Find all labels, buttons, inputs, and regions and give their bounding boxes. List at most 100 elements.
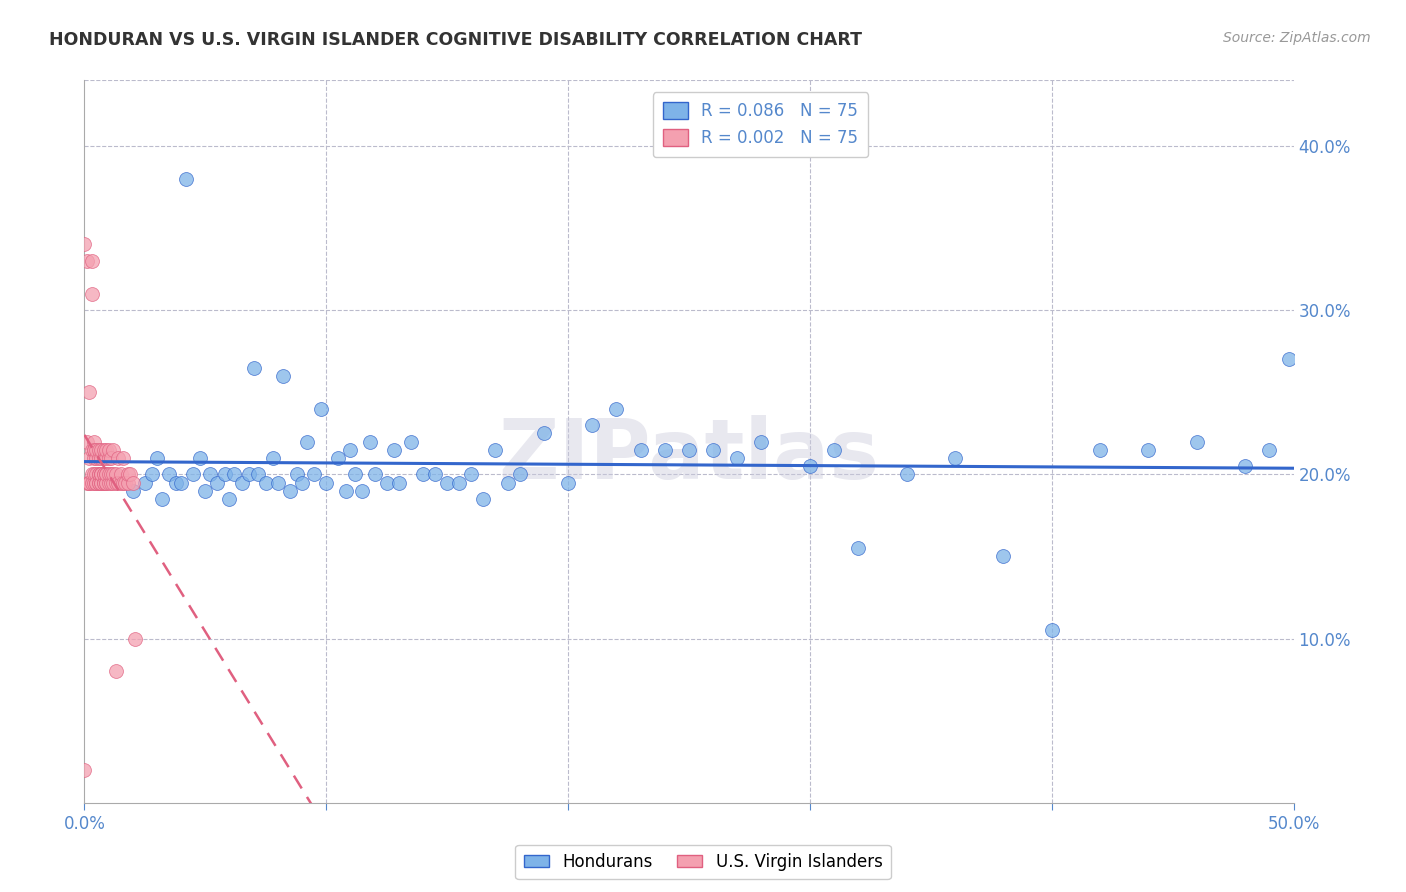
Point [104, 665, 127, 679]
Point [93, 450, 115, 465]
Point [262, 450, 284, 465]
Point [90, 475, 112, 490]
Point [110, 467, 132, 482]
Point [94, 467, 117, 482]
Point [73, 763, 96, 777]
Point [93, 475, 115, 490]
Point [238, 467, 260, 482]
Point [1258, 442, 1281, 457]
Point [194, 483, 217, 498]
Point [103, 467, 125, 482]
Point [117, 467, 139, 482]
Point [295, 434, 318, 449]
Point [218, 491, 240, 506]
Point [100, 475, 122, 490]
Point [141, 467, 163, 482]
Point [1185, 434, 1208, 449]
Point [170, 475, 193, 490]
Point [388, 475, 411, 490]
Point [80, 475, 103, 490]
Point [751, 434, 773, 449]
Point [110, 475, 132, 490]
Point [86, 467, 108, 482]
Point [94, 450, 117, 465]
Point [460, 467, 482, 482]
Point [509, 467, 531, 482]
Point [94, 467, 117, 482]
Point [87, 442, 110, 457]
Point [1040, 624, 1063, 638]
Point [90, 475, 112, 490]
Point [77, 475, 100, 490]
Point [1278, 352, 1301, 367]
Point [846, 541, 869, 556]
Point [174, 171, 197, 186]
Legend: Hondurans, U.S. Virgin Islanders: Hondurans, U.S. Virgin Islanders [515, 845, 891, 880]
Point [83, 434, 105, 449]
Point [97, 442, 120, 457]
Point [93, 467, 115, 482]
Point [87, 475, 110, 490]
Point [86, 450, 108, 465]
Point [423, 467, 446, 482]
Point [112, 450, 135, 465]
Point [100, 467, 122, 482]
Point [90, 467, 112, 482]
Point [80, 286, 103, 301]
Point [254, 475, 277, 490]
Text: ZIPatlas: ZIPatlas [499, 416, 879, 497]
Point [90, 467, 112, 482]
Point [484, 442, 506, 457]
Text: HONDURAN VS U.S. VIRGIN ISLANDER COGNITIVE DISABILITY CORRELATION CHART: HONDURAN VS U.S. VIRGIN ISLANDER COGNITI… [49, 31, 862, 49]
Point [94, 475, 117, 490]
Point [86, 475, 108, 490]
Point [335, 483, 357, 498]
Point [83, 442, 105, 457]
Point [121, 483, 143, 498]
Point [267, 475, 290, 490]
Point [90, 450, 112, 465]
Point [214, 467, 236, 482]
Point [86, 475, 108, 490]
Point [121, 475, 143, 490]
Point [242, 360, 264, 375]
Point [134, 475, 156, 490]
Point [76, 475, 98, 490]
Point [80, 442, 103, 457]
Point [605, 401, 627, 416]
Point [190, 450, 212, 465]
Point [107, 475, 129, 490]
Point [382, 442, 405, 457]
Point [339, 442, 361, 457]
Point [231, 475, 253, 490]
Point [224, 467, 246, 482]
Point [87, 467, 110, 482]
Point [77, 385, 100, 400]
Point [90, 442, 112, 457]
Point [87, 475, 110, 490]
Point [291, 475, 314, 490]
Point [449, 475, 471, 490]
Point [1137, 442, 1160, 457]
Point [104, 475, 127, 490]
Point [87, 450, 110, 465]
Point [90, 467, 112, 482]
Point [124, 632, 146, 646]
Point [630, 442, 652, 457]
Point [557, 475, 579, 490]
Point [799, 459, 821, 474]
Point [302, 467, 325, 482]
Point [344, 467, 367, 482]
Point [73, 237, 96, 252]
Point [97, 467, 120, 482]
Point [120, 467, 142, 482]
Point [375, 475, 398, 490]
Point [702, 442, 724, 457]
Point [93, 442, 115, 457]
Point [1088, 442, 1111, 457]
Point [93, 475, 115, 490]
Point [363, 467, 385, 482]
Point [359, 434, 381, 449]
Point [94, 442, 117, 457]
Point [103, 442, 125, 457]
